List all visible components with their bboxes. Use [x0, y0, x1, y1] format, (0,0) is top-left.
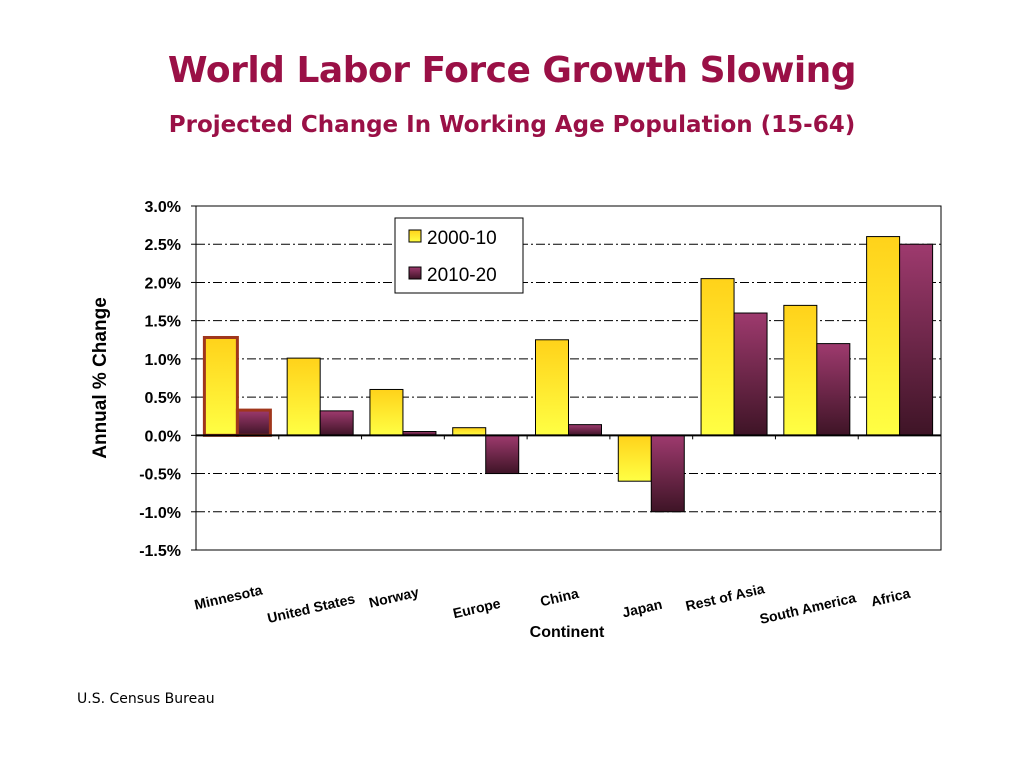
- x-tick-label: Minnesota: [193, 581, 264, 612]
- legend-swatch-2010-20: [408, 266, 422, 280]
- bar-2000-10-minnesota: [202, 335, 239, 437]
- x-tick-label: Europe: [451, 595, 502, 621]
- bar-2000-10-united-states: [286, 357, 321, 436]
- x-tick-label: United States: [266, 590, 357, 626]
- bar-2000-10-norway: [369, 388, 404, 436]
- x-tick-label: China: [539, 585, 581, 609]
- y-tick-label: 0.0%: [145, 428, 181, 445]
- y-tick-label: 3.0%: [145, 199, 181, 216]
- bar-2000-10-south-america: [783, 304, 818, 436]
- slide-title: World Labor Force Growth Slowing: [167, 50, 857, 91]
- x-tick-label: Japan: [621, 596, 664, 621]
- bar-2010-20-europe: [485, 434, 520, 475]
- bar-2000-10-europe: [452, 427, 487, 436]
- bar-2010-20-china: [568, 424, 602, 436]
- bar-2010-20-minnesota: [235, 408, 272, 437]
- y-tick-label: -1.0%: [139, 505, 181, 522]
- x-tick-label: Rest of Asia: [684, 580, 766, 614]
- y-tick-label: 2.0%: [145, 275, 181, 292]
- y-tick-label: -1.5%: [139, 543, 181, 560]
- x-tick-label: Africa: [869, 585, 911, 610]
- bar-2000-10-africa: [866, 236, 901, 436]
- bar-2010-20-africa: [899, 243, 934, 436]
- y-tick-label: 1.0%: [145, 352, 181, 369]
- x-axis-label: Continent: [530, 624, 605, 641]
- x-tick-label: Norway: [367, 584, 420, 611]
- y-tick-label: 0.5%: [145, 390, 181, 407]
- bar-2010-20-japan: [650, 434, 685, 513]
- y-tick-label: -0.5%: [139, 467, 181, 484]
- bar-2000-10-china: [535, 339, 569, 436]
- y-axis-label: Annual % Change: [90, 297, 111, 459]
- source-note: U.S. Census Bureau: [77, 691, 215, 707]
- legend: 2000-10 2010-20: [394, 217, 524, 294]
- bar-2010-20-rest-of-asia: [733, 312, 768, 436]
- y-tick-label: 1.5%: [145, 314, 181, 331]
- x-tick-label: South America: [758, 589, 858, 627]
- legend-box: [394, 217, 524, 294]
- legend-swatch-2000-10: [408, 229, 422, 243]
- bar-2010-20-south-america: [816, 343, 851, 436]
- legend-label-2000-10: 2000-10: [427, 228, 497, 249]
- slide-subtitle: Projected Change In Working Age Populati…: [168, 112, 856, 138]
- y-tick-label: 2.5%: [145, 237, 181, 254]
- bar-2000-10-japan: [617, 434, 652, 482]
- bar-2000-10-rest-of-asia: [700, 278, 735, 436]
- legend-label-2010-20: 2010-20: [427, 265, 497, 286]
- bar-2010-20-united-states: [319, 410, 354, 436]
